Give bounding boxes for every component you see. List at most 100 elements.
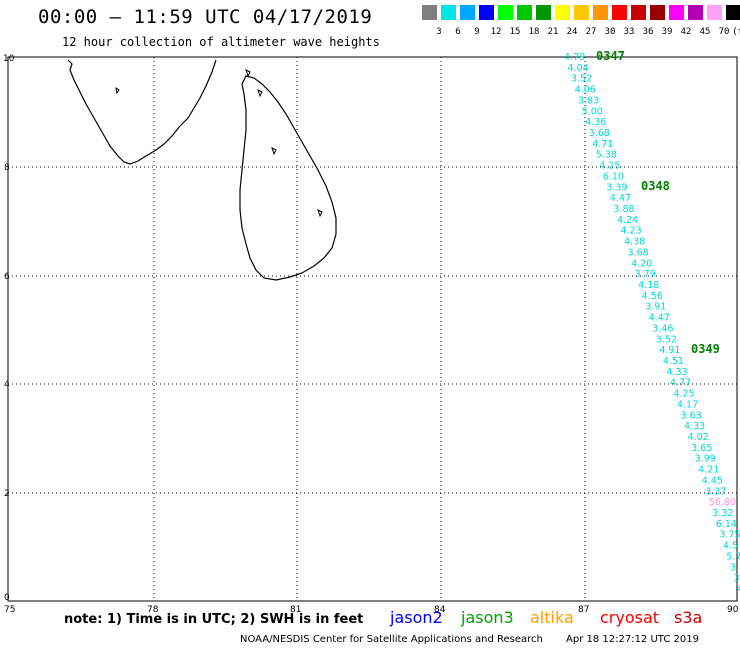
wave-height-value: 4.91 [659,345,680,356]
wave-height-value: 4.18 [638,280,659,291]
wave-height-value: 3.68 [589,128,610,139]
wave-height-value: 3.68 [628,247,649,258]
wave-height-value: 4.56 [642,291,663,302]
legend-swatch [460,5,475,20]
legend-swatch [669,5,684,20]
wave-height-value: 4.23 [620,226,641,237]
legend-label: 30 [604,27,616,37]
wave-height-value: 6.10 [603,171,624,182]
wave-height-value: 3.39 [606,182,627,193]
page-subtitle: 12 hour collection of altimeter wave hei… [62,35,380,49]
x-tick-label: 90 [727,605,739,615]
satellite-altika-label: altika [530,608,574,627]
wave-height-value: 4.17 [677,399,698,410]
wave-height-value: 4.33 [666,367,687,378]
legend-swatch [536,5,551,20]
y-tick-label: 8 [4,163,10,173]
legend-swatch [612,5,627,20]
map-frame [7,56,738,602]
wave-height-value: 56.80 [709,497,736,508]
wave-height-value: 4.25 [673,389,694,400]
wave-height-value: 4.47 [610,193,631,204]
pass-labels: 0347 0348 0349 [596,49,720,356]
y-tick-label: 10 [3,54,15,64]
legend-label: 24 [566,27,578,37]
wave-height-value: 3. [733,573,740,584]
page-title: 00:00 – 11:59 UTC 04/17/2019 [38,6,373,28]
wave-height-value: 4.71 [592,139,613,150]
y-tick-label: 6 [4,272,10,282]
map-grid [8,57,737,601]
legend-swatch [631,5,646,20]
wave-height-value: 4.79 [564,52,585,63]
legend-label: 21 [547,27,559,37]
pass-time-label: 0348 [641,179,670,193]
pass-time-label: 0347 [596,49,625,63]
wave-height-value: 4.45 [702,475,723,486]
sri-lanka-coastline [239,75,337,281]
wave-height-value: 6.14 [716,519,737,530]
legend-label: 6 [455,27,461,37]
wave-height-value: 4.24 [617,215,638,226]
legend-label: 12 [490,27,502,37]
y-axis-labels: 10 8 6 4 2 0 [3,54,15,603]
legend-swatch [726,5,740,20]
wave-height-value: 3.91 [645,302,666,313]
legend-label: 3 [436,27,442,37]
wave-height-value: 4.77 [670,378,691,389]
legend-label: 39 [661,27,673,37]
wave-height-value: 5.38 [596,150,617,161]
wave-height-value: 4.25 [599,161,620,172]
pass-time-label: 0349 [691,342,720,356]
legend-swatch [593,5,608,20]
legend-label: 70 [718,27,730,37]
y-tick-label: 2 [4,489,10,499]
india-coastline [67,59,217,165]
satellite-jason3-label: jason3 [461,608,514,627]
wave-height-value: 3.75 [719,530,740,541]
wave-height-value: 5.7 [726,551,740,562]
x-tick-label: 87 [578,605,589,615]
wave-height-value: 3.46 [652,323,673,334]
wave-height-value: 3.37 [705,486,726,497]
wave-height-value: 4.51 [663,356,684,367]
wave-height-value: 4.38 [624,237,645,248]
wave-height-value: 3.63 [681,410,702,421]
x-axis-labels: 75 78 81 84 87 90 [4,605,739,615]
wave-height-value: 3.99 [695,454,716,465]
wave-height-track: 4.794.043.524.063.835.004.363.684.715.38… [564,52,740,595]
wave-height-value: 4.33 [684,421,705,432]
wave-height-value: 4. [737,584,740,595]
legend-label: 15 [509,27,521,37]
legend-swatch [574,5,589,20]
x-tick-label: 75 [4,605,15,615]
legend-swatch [688,5,703,20]
satellite-jason2-label: jason2 [390,608,443,627]
legend-label: 45 [699,27,711,37]
satellite-cryosat-label: cryosat [600,608,660,627]
legend-swatch [422,5,437,20]
legend-swatch [555,5,570,20]
legend-label: 36 [642,27,654,37]
x-tick-label: 78 [147,605,159,615]
satellite-s3a-label: s3a [674,608,703,627]
wave-height-value: 3.83 [578,95,599,106]
wave-height-value: 4.06 [575,85,596,96]
legend-swatch [498,5,513,20]
y-tick-label: 0 [4,593,10,603]
legend-swatch [650,5,665,20]
legend-swatch [707,5,722,20]
wave-height-value: 4.21 [698,465,719,476]
legend-swatch [441,5,456,20]
wave-height-value: 3.52 [571,74,592,85]
wave-height-value: 4.20 [631,258,652,269]
legend-swatch [479,5,494,20]
legend-label: 27 [585,27,597,37]
wave-height-value: 3. [730,562,739,573]
small-islands [115,69,323,218]
legend-label: 18 [528,27,540,37]
credit-line: NOAA/NESDIS Center for Satellite Applica… [240,634,543,645]
legend-swatch [517,5,532,20]
legend-label: 42 [680,27,692,37]
